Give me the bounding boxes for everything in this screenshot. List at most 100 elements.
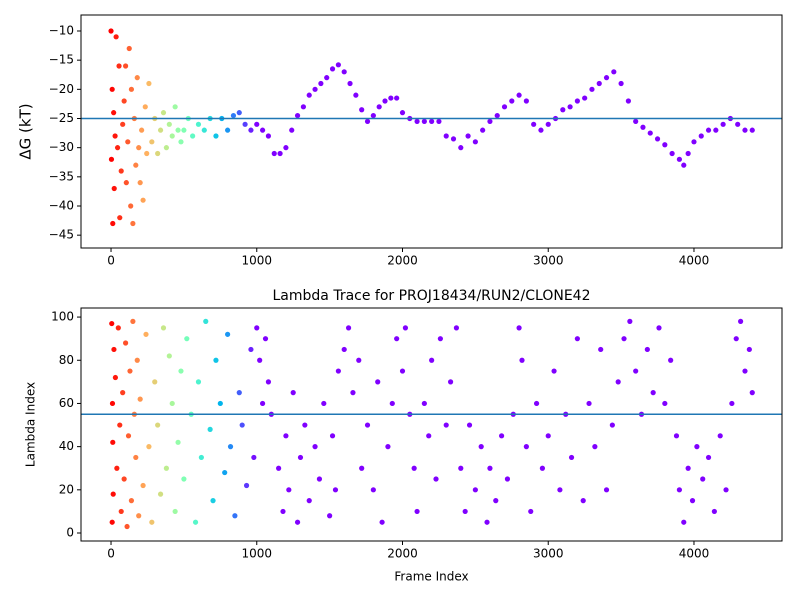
point <box>329 66 336 72</box>
point <box>433 476 439 482</box>
y-tick-label: −30 <box>49 140 74 154</box>
point <box>172 104 178 110</box>
point <box>603 487 610 493</box>
point <box>633 368 639 374</box>
point <box>480 127 486 133</box>
point <box>128 203 134 209</box>
y-tick-label: −20 <box>49 82 74 96</box>
point <box>109 400 116 407</box>
point <box>429 118 435 125</box>
point <box>545 433 551 439</box>
point <box>112 374 118 381</box>
point <box>749 390 755 396</box>
point <box>621 336 627 342</box>
point <box>108 28 114 34</box>
point <box>265 133 272 139</box>
point <box>146 444 152 450</box>
point <box>242 121 248 127</box>
point <box>353 92 359 98</box>
point <box>143 331 149 337</box>
point <box>290 390 296 396</box>
x-tick-label: 4000 <box>679 547 710 561</box>
point <box>283 433 289 439</box>
point <box>560 107 566 113</box>
point <box>128 86 135 92</box>
point <box>195 379 202 385</box>
point <box>402 325 409 331</box>
point <box>609 422 615 428</box>
chart-title: Lambda Trace for PROJ18434/RUN2/CLONE42 <box>273 288 591 304</box>
point <box>122 63 129 69</box>
point <box>364 422 371 428</box>
point <box>120 390 126 396</box>
point <box>376 104 382 110</box>
point <box>647 130 653 136</box>
point <box>414 118 420 125</box>
point <box>466 422 473 428</box>
point <box>484 519 490 525</box>
point <box>130 318 136 324</box>
point <box>251 454 257 461</box>
point <box>316 476 323 482</box>
point <box>128 498 135 504</box>
point <box>160 110 167 116</box>
point <box>668 357 674 363</box>
point <box>181 127 187 133</box>
point <box>633 118 639 125</box>
point <box>603 75 610 81</box>
x-tick-label: 1000 <box>241 254 272 268</box>
point <box>276 465 282 471</box>
points <box>109 318 755 530</box>
point <box>598 346 604 353</box>
point <box>280 508 286 515</box>
point <box>181 476 187 482</box>
point <box>685 465 691 471</box>
point <box>110 220 116 227</box>
point <box>110 439 116 445</box>
point <box>120 121 126 127</box>
point <box>700 476 706 482</box>
point <box>297 454 304 461</box>
point <box>110 491 116 497</box>
point <box>286 487 292 493</box>
y-tick-label: 80 <box>59 353 74 367</box>
point <box>294 519 301 525</box>
point <box>222 469 228 476</box>
x-tick-label: 4000 <box>679 254 710 268</box>
point <box>519 357 525 363</box>
point <box>192 519 199 525</box>
x-tick-label: 3000 <box>533 254 564 268</box>
point <box>130 220 136 227</box>
point <box>681 519 687 525</box>
point <box>705 454 712 461</box>
point <box>140 482 146 489</box>
point <box>627 318 633 324</box>
x-tick-label: 0 <box>107 547 115 561</box>
point <box>399 110 406 116</box>
point <box>146 80 152 87</box>
point <box>465 133 471 139</box>
point <box>169 133 175 139</box>
point <box>538 127 544 133</box>
y-tick-label: −40 <box>49 198 74 212</box>
point <box>124 523 130 530</box>
point <box>306 498 312 504</box>
point <box>735 121 741 127</box>
point <box>443 422 449 428</box>
point <box>370 112 376 119</box>
point <box>493 498 499 504</box>
point <box>523 444 529 450</box>
point <box>121 98 127 104</box>
point <box>347 80 353 87</box>
point <box>711 508 717 515</box>
point <box>436 118 442 125</box>
point <box>370 487 376 493</box>
point <box>126 45 132 52</box>
point <box>644 346 650 353</box>
point <box>516 92 522 98</box>
point <box>341 346 347 353</box>
point <box>618 80 624 87</box>
point <box>133 454 139 461</box>
point <box>356 357 362 363</box>
